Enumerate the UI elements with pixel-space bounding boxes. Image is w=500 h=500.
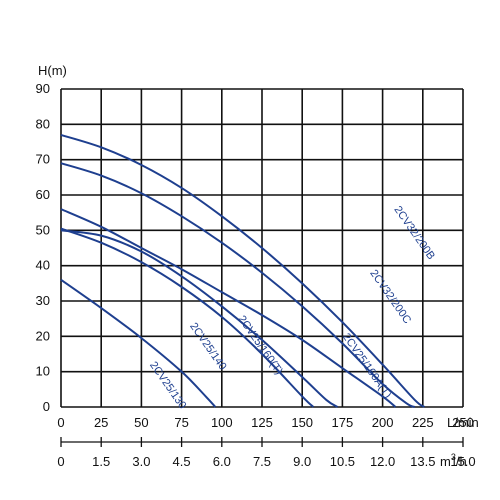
secondary-x-tick-label: 7.5 [253, 454, 271, 469]
y-tick-labels: 0 10 20 30 40 50 60 70 80 90 [36, 81, 50, 414]
y-tick-label: 60 [36, 187, 50, 202]
grid [60, 88, 464, 408]
secondary-x-tick-label: 3.0 [132, 454, 150, 469]
x-tick-label: 225 [412, 415, 434, 430]
y-tick-label: 80 [36, 116, 50, 131]
series-label: 2CV32/200C [367, 268, 413, 327]
curves [60, 133, 425, 408]
x-tick-label: 75 [174, 415, 188, 430]
secondary-x-tick-label: 6.0 [213, 454, 231, 469]
series-line [60, 227, 315, 408]
secondary-x-tick-label: 4.5 [173, 454, 191, 469]
series-line [60, 229, 339, 408]
secondary-x-tick-label: 13.5 [410, 454, 435, 469]
series-label: 2CV25/160(T) [235, 314, 284, 377]
series-line [60, 208, 397, 408]
y-tick-label: 0 [43, 399, 50, 414]
x-axis-title: L/min [447, 415, 479, 430]
secondary-x-tick-label: 12.0 [370, 454, 395, 469]
x-tick-label: 0 [57, 415, 64, 430]
x-tick-label: 100 [211, 415, 233, 430]
series-line [60, 278, 217, 408]
secondary-x-tick-label: 15.0 [450, 454, 475, 469]
x-tick-label: 50 [134, 415, 148, 430]
y-tick-label: 50 [36, 222, 50, 237]
secondary-x-tick-label: 9.0 [293, 454, 311, 469]
x-tick-label: 150 [291, 415, 313, 430]
y-tick-label: 90 [36, 81, 50, 96]
y-axis-title: H(m) [38, 63, 67, 78]
secondary-x-tick-label: 0 [57, 454, 64, 469]
series-label: 2CV25/160A(T) [340, 331, 394, 400]
y-tick-label: 40 [36, 258, 50, 273]
secondary-x-axis-title: m3/h [440, 452, 467, 469]
x-tick-label: 25 [94, 415, 108, 430]
secondary-x-axis: 0 1.5 3.0 4.5 6.0 7.5 9.0 10.5 12.0 13.5 15.0 [57, 437, 476, 469]
x-tick-labels: 0 25 50 75 100 125 150 175 200 225 250 [57, 415, 473, 430]
x-tick-label: 250 [452, 415, 474, 430]
secondary-x-tick-label: 1.5 [92, 454, 110, 469]
y-tick-label: 10 [36, 364, 50, 379]
series-line [60, 162, 416, 408]
series-label: 2CV32/200B [391, 204, 437, 262]
series-line [60, 133, 425, 408]
y-tick-label: 70 [36, 152, 50, 167]
y-tick-label: 20 [36, 328, 50, 343]
x-tick-label: 175 [332, 415, 354, 430]
x-tick-label: 200 [372, 415, 394, 430]
x-tick-label: 125 [251, 415, 273, 430]
secondary-x-tick-label: 10.5 [330, 454, 355, 469]
y-tick-label: 30 [36, 293, 50, 308]
